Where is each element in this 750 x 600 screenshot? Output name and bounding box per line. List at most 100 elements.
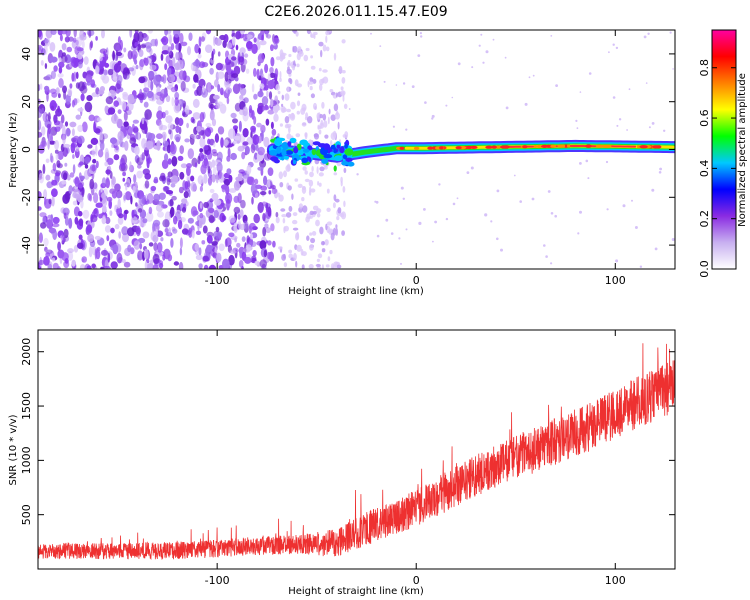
faint-noise-blob bbox=[283, 170, 287, 178]
faint-noise-blob bbox=[308, 215, 313, 219]
noise-blob bbox=[203, 145, 209, 151]
noise-blob bbox=[148, 242, 154, 247]
noise-blob bbox=[160, 53, 164, 61]
noise-blob bbox=[211, 241, 218, 246]
noise-blob bbox=[57, 150, 64, 160]
sparse-dot bbox=[490, 220, 493, 223]
signal-onset-blob bbox=[301, 157, 309, 164]
signal-onset-blob bbox=[323, 143, 328, 151]
noise-blob bbox=[214, 199, 222, 206]
noise-blob bbox=[101, 177, 107, 187]
faint-noise-blob bbox=[281, 94, 284, 101]
noise-blob bbox=[171, 195, 177, 201]
noise-blob bbox=[78, 234, 83, 240]
noise-blob bbox=[215, 173, 219, 184]
noise-blob bbox=[259, 83, 265, 89]
noise-blob bbox=[79, 175, 85, 181]
noise-blob bbox=[168, 227, 172, 236]
noise-blob bbox=[267, 167, 274, 177]
noise-blob bbox=[180, 80, 186, 92]
noise-blob bbox=[43, 237, 49, 247]
noise-blob bbox=[133, 174, 137, 184]
noise-blob bbox=[52, 162, 57, 172]
noise-blob bbox=[45, 74, 53, 81]
snr-marks bbox=[38, 343, 675, 560]
noise-blob bbox=[164, 110, 169, 116]
noise-blob bbox=[118, 231, 122, 239]
noise-blob bbox=[188, 189, 191, 198]
noise-blob bbox=[272, 240, 276, 248]
faint-noise-blob bbox=[311, 231, 317, 236]
noise-blob bbox=[143, 34, 149, 42]
noise-blob bbox=[195, 254, 203, 261]
noise-blob bbox=[58, 120, 64, 129]
noise-blob bbox=[250, 183, 258, 195]
noise-blob bbox=[57, 163, 63, 169]
noise-blob bbox=[261, 34, 264, 43]
noise-blob bbox=[51, 179, 58, 186]
noise-blob bbox=[130, 195, 133, 205]
faint-noise-blob bbox=[321, 264, 324, 269]
noise-blob bbox=[208, 207, 215, 214]
sparse-dot bbox=[575, 119, 578, 122]
noise-blob bbox=[73, 98, 78, 106]
noise-blob bbox=[59, 30, 68, 35]
noise-blob bbox=[122, 259, 126, 264]
noise-blob bbox=[61, 233, 65, 244]
noise-blob bbox=[271, 188, 278, 194]
noise-blob bbox=[144, 42, 152, 49]
noise-blob bbox=[50, 56, 58, 63]
noise-blob bbox=[51, 105, 54, 111]
noise-blob bbox=[152, 53, 157, 63]
noise-blob bbox=[249, 241, 257, 248]
noise-blob bbox=[216, 252, 222, 263]
faint-noise-blob bbox=[304, 178, 310, 183]
signal-onset-blob bbox=[336, 144, 341, 149]
noise-blob bbox=[146, 193, 154, 204]
sparse-dot bbox=[612, 96, 616, 99]
faint-noise-blob bbox=[292, 212, 298, 217]
noise-blob bbox=[65, 127, 71, 137]
snr-ytick-label: 2000 bbox=[20, 338, 33, 366]
faint-noise-blob bbox=[280, 208, 286, 212]
noise-blob bbox=[100, 266, 105, 269]
noise-blob bbox=[48, 198, 52, 205]
noise-blob bbox=[147, 79, 151, 88]
faint-noise-blob bbox=[335, 224, 338, 229]
noise-blob bbox=[238, 260, 244, 268]
faint-noise-blob bbox=[306, 30, 311, 35]
signal-peak-mark bbox=[533, 144, 538, 149]
noise-blob bbox=[257, 146, 265, 156]
faint-noise-blob bbox=[286, 108, 291, 113]
signal-peak-mark bbox=[585, 144, 592, 148]
noise-blob bbox=[173, 102, 181, 114]
noise-blob bbox=[222, 258, 230, 269]
signal-peak-mark bbox=[640, 145, 648, 149]
noise-blob bbox=[178, 186, 184, 194]
faint-noise-blob bbox=[317, 253, 323, 259]
noise-blob bbox=[226, 155, 231, 162]
faint-noise-blob bbox=[343, 103, 348, 110]
noise-blob bbox=[99, 132, 104, 141]
faint-noise-blob bbox=[320, 241, 326, 246]
noise-blob bbox=[90, 137, 99, 145]
noise-blob bbox=[170, 237, 174, 248]
noise-blob bbox=[129, 137, 137, 145]
noise-blob bbox=[174, 91, 180, 100]
noise-blob bbox=[58, 57, 62, 63]
faint-noise-blob bbox=[278, 246, 283, 250]
noise-blob bbox=[72, 200, 78, 206]
spectrogram-ticks: -100 0 100 -40 -20 0 20 40 bbox=[20, 30, 675, 287]
noise-blob bbox=[75, 36, 83, 48]
noise-blob bbox=[203, 264, 209, 269]
faint-noise-blob bbox=[341, 230, 345, 236]
noise-blob bbox=[128, 67, 135, 72]
faint-noise-blob bbox=[305, 216, 310, 223]
noise-blob bbox=[94, 235, 101, 240]
noise-blob bbox=[213, 210, 219, 218]
sparse-dot bbox=[579, 91, 582, 93]
noise-blob bbox=[63, 260, 70, 269]
noise-blob bbox=[38, 232, 44, 243]
noise-blob bbox=[62, 172, 68, 181]
sparse-dot bbox=[579, 162, 582, 165]
